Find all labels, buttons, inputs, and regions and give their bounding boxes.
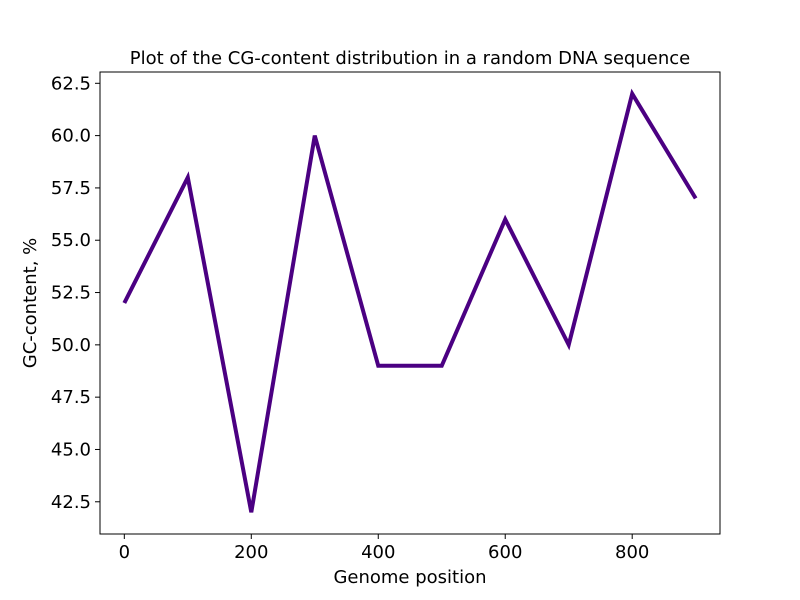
x-tick-label: 0 bbox=[119, 542, 130, 563]
y-tick-label: 60.0 bbox=[51, 126, 91, 147]
x-axis-label: Genome position bbox=[333, 567, 486, 588]
y-tick-label: 50.0 bbox=[51, 335, 91, 356]
y-axis-ticks: 42.5 45.0 47.5 50.0 52.5 55.0 57.5 60.0 62.5 bbox=[51, 73, 100, 513]
x-tick-label: 600 bbox=[488, 542, 522, 563]
x-tick-label: 400 bbox=[361, 542, 395, 563]
x-tick-label: 200 bbox=[234, 542, 268, 563]
plot-area bbox=[100, 72, 720, 534]
series-group bbox=[122, 88, 698, 513]
y-tick-label: 52.5 bbox=[51, 283, 91, 304]
y-tick-label: 47.5 bbox=[51, 387, 91, 408]
chart-title: Plot of the CG-content distribution in a… bbox=[130, 48, 690, 69]
y-tick-label: 57.5 bbox=[51, 178, 91, 199]
y-tick-label: 55.0 bbox=[51, 230, 91, 251]
y-tick-label: 42.5 bbox=[51, 492, 91, 513]
y-tick-label: 62.5 bbox=[51, 73, 91, 94]
plot-frame bbox=[99, 71, 721, 535]
y-axis-label: GC-content, % bbox=[20, 238, 41, 368]
x-axis-ticks: 0 200 400 600 800 bbox=[119, 534, 649, 563]
series-line bbox=[122, 88, 698, 513]
x-tick-label: 800 bbox=[615, 542, 649, 563]
y-tick-label: 45.0 bbox=[51, 439, 91, 460]
